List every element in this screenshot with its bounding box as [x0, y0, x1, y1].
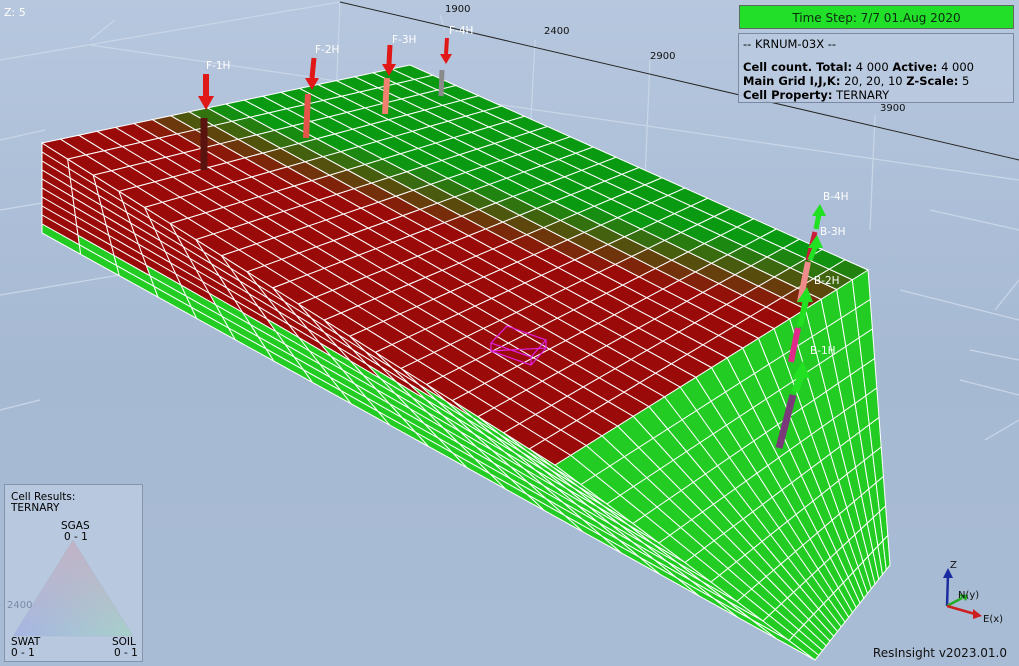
legend-right-name: SOIL: [112, 636, 136, 648]
property-line: Cell Property: TERNARY: [743, 88, 890, 102]
well-label-f-3h: F-3H: [392, 34, 417, 46]
legend-top-name: SGAS: [61, 520, 90, 532]
well-label-b-2h: B-2H: [814, 275, 840, 287]
legend-left-name: SWAT: [11, 636, 41, 648]
grid-dims-line: Main Grid I,J,K: 20, 20, 10 Z-Scale: 5: [743, 74, 970, 88]
tick-label: 2400: [544, 26, 570, 37]
selected-cell[interactable]: [489, 325, 548, 366]
cell-count-line: Cell count. Total: 4 000 Active: 4 000: [743, 60, 975, 74]
well-f-1h[interactable]: [198, 74, 214, 170]
well-f-4h[interactable]: [438, 37, 452, 97]
version-label: ResInsight v2023.01.0: [872, 646, 1007, 660]
legend-property: TERNARY: [11, 502, 60, 514]
tick-label: 1900: [445, 4, 471, 15]
ternary-legend[interactable]: Cell Results: TERNARY SGAS 0 - 1 SWAT 0 …: [4, 484, 143, 662]
info-box: -- KRNUM-03X -- Cell count. Total: 4 000…: [738, 33, 1014, 103]
axis-n-label: N(y): [958, 590, 980, 601]
tick-label: 2900: [650, 51, 676, 62]
z-scale-label: Z: 5: [4, 6, 26, 19]
well-label-f-4h: F-4H: [449, 25, 474, 37]
reference-box-dark: [339, 1, 1019, 161]
grid-cell: [882, 534, 891, 572]
legend-left-range: 0 - 1: [11, 647, 35, 659]
legend-right-range: 0 - 1: [114, 647, 138, 659]
axis-e-label: E(x): [983, 614, 1004, 625]
axis-cross: [943, 568, 982, 619]
tick-label: 3900: [880, 103, 906, 114]
grid-front-face: [554, 269, 891, 661]
well-b-3h[interactable]: [797, 235, 823, 303]
axis-z-label: Z: [950, 560, 957, 571]
well-label-b-3h: B-3H: [820, 226, 846, 238]
well-b-1h[interactable]: [775, 361, 810, 449]
grid-top-face: [40, 64, 870, 466]
well-label-b-1h: B-1H: [810, 345, 836, 357]
case-name: -- KRNUM-03X --: [743, 37, 837, 51]
grid-left-face: [41, 142, 816, 661]
well-label-f-2h: F-2H: [315, 44, 340, 56]
well-f-3h[interactable]: [382, 44, 396, 115]
time-step-banner: Time Step: 7/7 01.Aug 2020: [739, 5, 1014, 29]
tick-label: 2400: [7, 600, 33, 611]
well-label-b-4h: B-4H: [823, 191, 849, 203]
well-f-2h[interactable]: [303, 57, 319, 139]
legend-top-range: 0 - 1: [64, 531, 88, 543]
grid-cell: [828, 259, 870, 281]
well-label-f-1h: F-1H: [206, 60, 231, 72]
well-b-2h[interactable]: [788, 287, 813, 363]
legend-title: Cell Results:: [11, 491, 76, 503]
